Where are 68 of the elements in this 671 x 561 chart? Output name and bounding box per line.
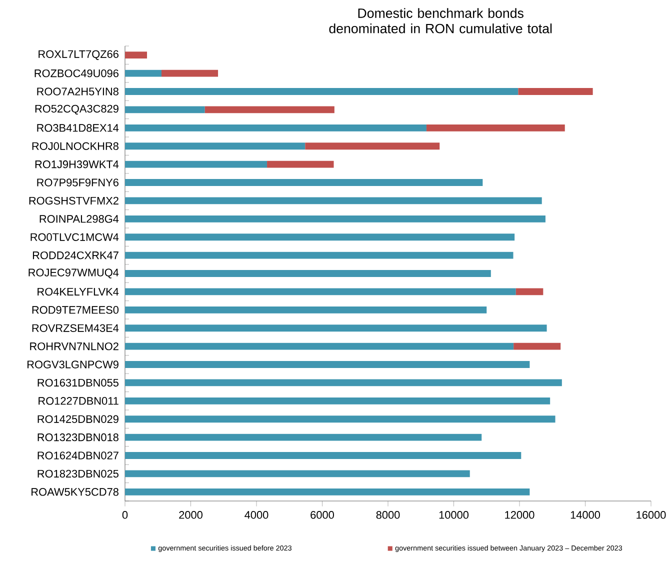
bar (125, 397, 550, 404)
y-tick-label: RO1624DBN027 (38, 452, 118, 460)
bar (125, 452, 522, 459)
y-tick-label: ROD9TE7MEES0 (32, 306, 119, 314)
y-tick-label: RO3B41D8EX14 (37, 124, 119, 132)
x-tick-label: 12000 (505, 511, 534, 519)
bar (125, 306, 487, 314)
x-tick-label: 2000 (179, 511, 202, 519)
y-tick-label: RO1823DBN025 (38, 470, 118, 478)
bar (125, 52, 148, 59)
bar (125, 179, 483, 186)
y-tick-label: ROXL7LT7QZ66 (38, 50, 118, 60)
bar (125, 106, 205, 114)
y-tick-label: ROZBOC49U096 (34, 69, 118, 78)
y-tick-label: ROJ0LNOCKHR8 (32, 142, 118, 150)
x-tick-label: 14000 (570, 511, 600, 519)
bar (426, 124, 565, 132)
chart-title: Domestic benchmark bonds denominated in RON cumulative total (329, 8, 552, 34)
bar (514, 342, 561, 350)
x-tick-label: 6000 (310, 511, 334, 519)
y-tick-label: ROINPAL298G4 (40, 215, 119, 223)
y-tick-label: RO1323DBN018 (38, 433, 118, 442)
bar (125, 379, 562, 386)
y-tick-label: RO1227DBN011 (38, 397, 118, 405)
bar (125, 215, 546, 222)
y-tick-label: RODD24CXRK47 (32, 251, 118, 260)
y-tick-label: RO7P95F9FNY6 (37, 178, 118, 186)
bar (267, 160, 334, 168)
bar (125, 488, 530, 496)
bar (125, 234, 515, 241)
y-tick-label: RO4KELYFLVK4 (38, 288, 119, 296)
bar (125, 324, 547, 332)
bar (125, 252, 514, 259)
bar (125, 70, 162, 77)
x-tick-label: 0 (122, 511, 128, 519)
bar (125, 361, 530, 368)
bar (125, 434, 482, 441)
y-tick-label: ROGSHSTVFMX2 (29, 196, 118, 205)
x-tick-label: 10000 (439, 511, 469, 519)
y-tick-label: RO1631DBN055 (38, 378, 118, 387)
y-tick-label: ROJEC97WMUQ4 (28, 268, 119, 278)
bar (125, 416, 556, 423)
bar (125, 124, 426, 132)
bar (125, 88, 518, 95)
y-tick-label: RO1425DBN029 (38, 415, 118, 423)
bar (125, 342, 514, 350)
bar (125, 142, 306, 150)
bar (125, 160, 268, 168)
y-tick-label: ROHRVN7NLNO2 (30, 342, 118, 350)
bar (204, 106, 334, 114)
y-tick-label: ROO7A2H5YIN8 (37, 88, 118, 96)
bar (161, 70, 218, 77)
bar (516, 288, 544, 296)
y-tick-label: ROAW5KY5CD78 (32, 488, 118, 496)
y-tick-label: RO52CQA3C829 (35, 104, 118, 115)
x-tick-label: 8000 (376, 511, 400, 519)
bar (125, 288, 516, 296)
y-tick-label: RO1J9H39WKT4 (35, 160, 119, 168)
x-tick-label: 4000 (244, 511, 268, 519)
bar (305, 142, 440, 150)
bar (125, 470, 470, 478)
bar (518, 88, 593, 95)
bar (125, 197, 542, 204)
y-tick-label: ROGV3LGNPCW9 (28, 360, 118, 368)
x-tick-label: 16000 (636, 511, 666, 519)
bar (125, 270, 491, 277)
y-tick-label: RO0TLVC1MCW4 (30, 233, 119, 241)
y-tick-label: ROVRZSEM43E4 (32, 324, 119, 332)
